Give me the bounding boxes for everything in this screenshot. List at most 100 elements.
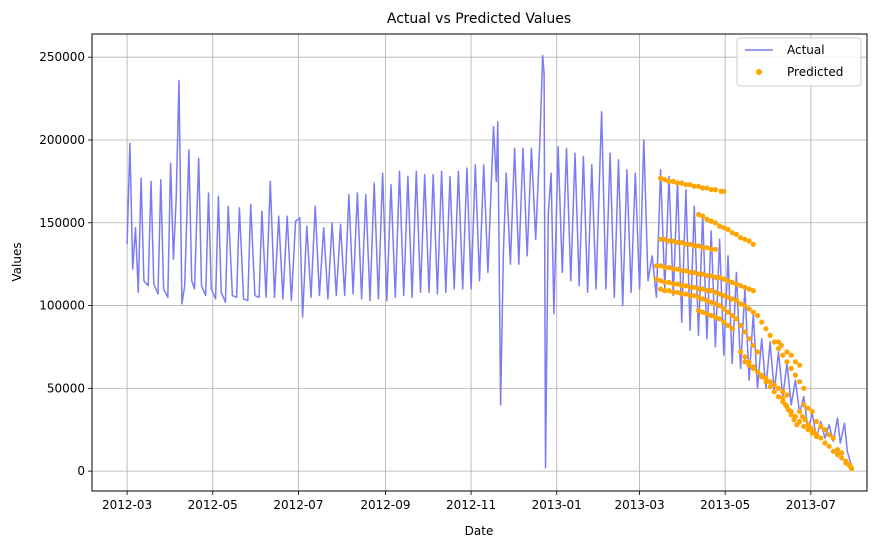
predicted-point [683, 182, 689, 188]
predicted-point [712, 246, 719, 252]
x-tick-label: 2012-07 [273, 498, 323, 512]
actual-series-line [126, 54, 853, 469]
predicted-point [797, 379, 803, 385]
predicted-point [742, 359, 748, 365]
predicted-point [733, 316, 740, 322]
predicted-point [721, 188, 727, 194]
predicted-point [742, 303, 748, 309]
predicted-point [666, 264, 672, 271]
predicted-point [691, 293, 697, 299]
predicted-point [729, 279, 735, 285]
predicted-point [818, 423, 824, 429]
predicted-point [658, 278, 664, 284]
predicted-point [704, 185, 710, 191]
predicted-point [733, 281, 740, 287]
predicted-point [792, 372, 799, 378]
predicted-point [708, 218, 714, 224]
predicted-point [775, 385, 782, 391]
predicted-point [725, 322, 731, 328]
predicted-point [666, 178, 672, 184]
predicted-point [763, 379, 769, 385]
predicted-point [717, 291, 723, 297]
predicted-point [721, 306, 727, 312]
predicted-point [712, 220, 719, 226]
predicted-point [712, 289, 719, 295]
predicted-point [738, 301, 744, 307]
predicted-point [788, 412, 794, 418]
predicted-point [750, 288, 756, 294]
predicted-point [738, 349, 744, 355]
predicted-point [704, 273, 710, 279]
predicted-point [708, 299, 714, 305]
predicted-point [754, 369, 761, 375]
y-tick-label: 200000 [39, 133, 85, 147]
predicted-point [792, 359, 799, 365]
predicted-point [721, 276, 727, 282]
predicted-point [683, 291, 689, 297]
x-tick-label: 2012-03 [102, 498, 152, 512]
x-tick-label: 2012-11 [446, 498, 496, 512]
predicted-point [658, 175, 664, 181]
predicted-point [729, 312, 735, 319]
predicted-point [784, 349, 790, 355]
predicted-point [839, 450, 845, 456]
predicted-point [785, 407, 792, 413]
predicted-point [725, 309, 731, 315]
predicted-point [750, 365, 756, 372]
predicted-point [788, 352, 794, 358]
predicted-point [783, 402, 789, 408]
predicted-point [717, 303, 723, 309]
predicted-point [746, 362, 752, 368]
legend-predicted-label: Predicted [787, 65, 843, 79]
plot-data [126, 54, 855, 472]
predicted-point [700, 286, 706, 292]
predicted-point [704, 288, 710, 294]
predicted-point [801, 385, 807, 391]
predicted-point [778, 342, 785, 348]
predicted-point [746, 238, 752, 244]
predicted-point [771, 389, 777, 395]
predicted-point [794, 422, 800, 428]
predicted-point [738, 235, 744, 241]
predicted-point [687, 241, 693, 247]
predicted-point [674, 281, 681, 287]
predicted-point [717, 316, 723, 322]
predicted-point [700, 245, 706, 251]
predicted-point [662, 236, 668, 242]
x-tick-label: 2013-01 [532, 498, 582, 512]
predicted-point [708, 312, 714, 319]
predicted-point [704, 311, 710, 317]
predicted-point [834, 447, 841, 453]
predicted-point [754, 349, 761, 355]
predicted-point [738, 322, 744, 328]
predicted-point [662, 279, 668, 285]
predicted-point [788, 365, 794, 372]
predicted-point [830, 435, 836, 441]
predicted-point [767, 384, 773, 390]
predicted-point [742, 354, 748, 360]
predicted-point [767, 332, 773, 338]
predicted-point [775, 394, 782, 400]
predicted-point [802, 417, 808, 423]
x-tick-label: 2012-09 [360, 498, 410, 512]
predicted-point [846, 461, 852, 468]
predicted-point [742, 329, 748, 335]
predicted-point [729, 230, 735, 236]
predicted-point [797, 408, 803, 415]
predicted-point [725, 226, 731, 232]
predicted-point [725, 278, 731, 284]
predicted-point [725, 294, 731, 300]
predicted-point [754, 312, 761, 319]
predicted-point [700, 213, 706, 219]
predicted-point [662, 177, 668, 183]
predicted-point [666, 288, 672, 294]
predicted-point [683, 283, 689, 289]
predicted-point [826, 443, 832, 449]
predicted-point [666, 238, 672, 244]
predicted-point [679, 283, 685, 289]
predicted-point [695, 183, 702, 189]
predicted-point [771, 382, 777, 388]
x-ticks: 2012-03 2012-05 2012-07 2012-09 2012-11 2013-… [102, 491, 836, 512]
predicted-point [662, 288, 668, 294]
